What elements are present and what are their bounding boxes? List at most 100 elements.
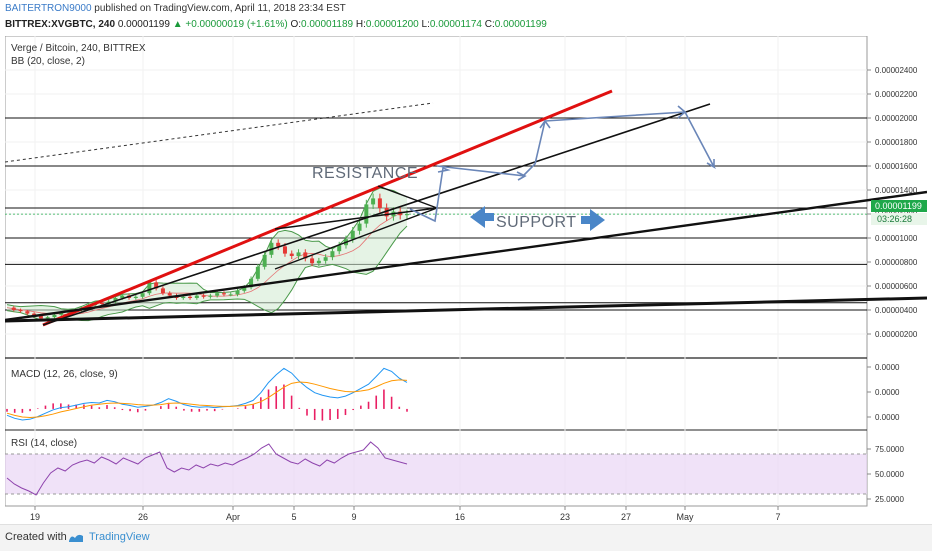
long-support-trend-line[interactable] (4, 296, 928, 323)
rsi-line (6, 441, 408, 496)
candle-body (59, 312, 64, 315)
candle-body (242, 287, 247, 291)
candle-body (154, 282, 159, 289)
projection-arrow-3[interactable] (522, 119, 551, 177)
high-value: 0.00001200 (365, 19, 419, 30)
time-tick-label: 16 (455, 512, 465, 522)
support-left-arrow-icon (470, 206, 494, 228)
triangle-lower-line[interactable] (274, 207, 438, 270)
candle-body (296, 252, 301, 256)
price-tick-label: 0.00001000 (875, 234, 918, 243)
footer-bar: Created with TradingView (0, 524, 932, 551)
candle-body (276, 242, 281, 247)
chart-svg[interactable]: RESISTANCE SUPPORT Verge / Bitcoin, 240,… (4, 35, 928, 526)
candle-body (99, 302, 104, 304)
time-tick-label: Apr (226, 512, 240, 522)
pane-title: Verge / Bitcoin, 240, BITTREX (11, 43, 146, 54)
grid (5, 36, 867, 506)
pennant-line[interactable] (377, 185, 438, 209)
support-label: SUPPORT (496, 214, 577, 231)
bb-fill (7, 188, 407, 321)
publish-info: BAITERTRON9000 published on TradingView.… (5, 3, 346, 14)
candle-body (289, 253, 294, 256)
time-tick-label: 9 (351, 512, 356, 522)
symbol-label: BITTREX:XVGBTC, 240 (5, 19, 116, 30)
macd-signal-line (6, 379, 408, 418)
macd-tick-label: 0.0000 (875, 363, 900, 372)
drawings[interactable]: RESISTANCE SUPPORT (4, 89, 928, 327)
dashed-trend-line[interactable] (4, 102, 434, 163)
time-tick-label: 23 (560, 512, 570, 522)
candle-body (384, 208, 389, 217)
price-tick-label: 0.00001400 (875, 186, 918, 195)
projection-arrow-4[interactable] (544, 105, 688, 122)
support-trend-line[interactable] (4, 190, 928, 322)
price-tag-bg (871, 200, 927, 212)
candle-body (120, 295, 125, 298)
price-tick-label: 0.00000800 (875, 258, 918, 267)
countdown-tag-bg (871, 213, 927, 225)
candle-body (310, 258, 315, 264)
candle-body (140, 293, 145, 297)
candle-body (181, 296, 186, 298)
candle-body (282, 246, 287, 254)
candle-body (215, 293, 220, 296)
candle-body (194, 295, 199, 298)
price-tick-label: 0.00001800 (875, 138, 918, 147)
price-tick-label: 0.00002000 (875, 114, 918, 123)
last-price: 0.00001199 (117, 19, 170, 30)
time-tick-label: 5 (291, 512, 296, 522)
high-label: H: (355, 19, 366, 30)
resistance-label: RESISTANCE (312, 165, 418, 182)
time-tick-label: 27 (621, 512, 631, 522)
author-link[interactable]: BAITERTRON9000 (5, 3, 92, 14)
candle-body (133, 296, 138, 298)
close-value: 0.00001199 (494, 19, 547, 30)
projection-arrow-1[interactable] (409, 166, 451, 223)
candle-body (188, 296, 193, 298)
projection-arrow-2[interactable] (436, 165, 527, 181)
candle-body (228, 294, 233, 296)
time-tick-label: May (676, 512, 694, 522)
rsi-indicator: 75.0000 50.0000 25.0000 (5, 441, 904, 504)
upper-support-trend-line[interactable] (42, 103, 711, 326)
macd-tick-label: 0.0000 (875, 388, 900, 397)
price-tick-label: 0.00000200 (875, 330, 918, 339)
macd-indicator: 0.0000 0.0000 0.0000 (6, 363, 900, 422)
created-with-label: Created with (5, 531, 67, 543)
candle-body (330, 251, 335, 258)
rsi-tick-label: 75.0000 (875, 445, 904, 454)
candle-body (377, 198, 382, 208)
price-axis[interactable]: 0.00002400 0.00002200 0.00002000 0.00001800… (867, 66, 918, 339)
price-tag: 0.00001199 (875, 201, 922, 211)
chart-area[interactable]: RESISTANCE SUPPORT Verge / Bitcoin, 240,… (4, 35, 928, 526)
candle-body (303, 252, 308, 259)
price-tick-label: 0.00000400 (875, 306, 918, 315)
projection-arrow-5[interactable] (684, 111, 716, 170)
rsi-title: RSI (14, close) (11, 438, 77, 449)
resistance-trend-line[interactable] (42, 89, 613, 327)
candle-body (364, 204, 369, 224)
time-tick-label: 26 (138, 512, 148, 522)
macd-tick-label: 0.0000 (875, 413, 900, 422)
macd-line (6, 367, 408, 421)
price-tick-label: 0.00001600 (875, 162, 918, 171)
candle-body (208, 295, 213, 297)
time-axis[interactable]: 19 26 Apr 5 9 16 23 27 May 7 (30, 506, 781, 522)
published-text: published on TradingView.com, April 11, … (94, 3, 346, 14)
tradingview-brand[interactable]: TradingView (89, 531, 150, 543)
price-tick-label: 0.00000600 (875, 282, 918, 291)
candle-body (235, 290, 240, 295)
time-tick-label: 7 (775, 512, 780, 522)
price-tick-label: 0.00002200 (875, 90, 918, 99)
plot-frame (4, 35, 868, 507)
candle-body (113, 298, 118, 302)
candle-body (147, 282, 152, 294)
low-value: 0.00001174 (429, 19, 482, 30)
candle-body (11, 307, 16, 310)
macd-title: MACD (12, 26, close, 9) (11, 369, 118, 380)
candle-body (350, 230, 355, 240)
triangle-upper-line[interactable] (274, 207, 438, 230)
open-label: O: (290, 19, 302, 30)
price-tick-label: 0.00002400 (875, 66, 918, 75)
